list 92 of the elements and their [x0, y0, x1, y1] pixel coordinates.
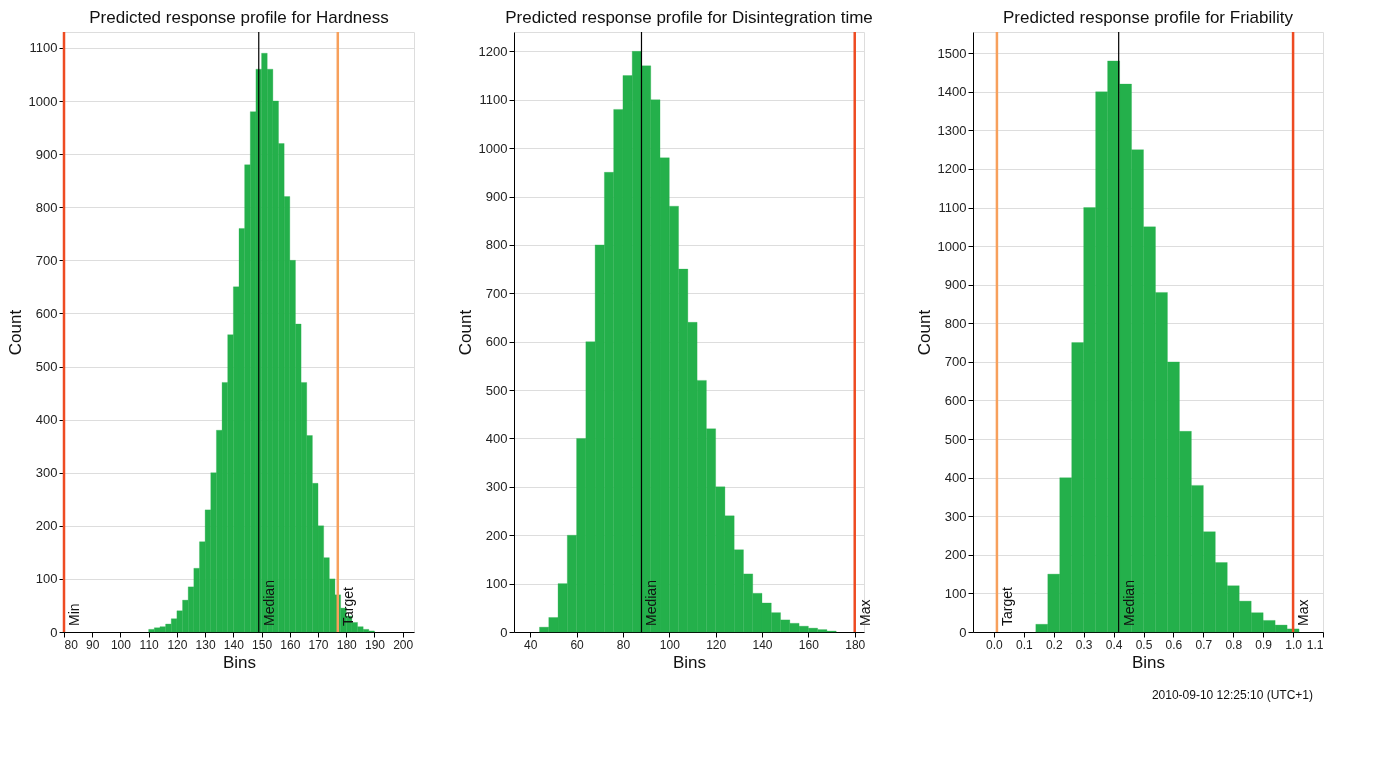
y-axis-title: Count	[914, 309, 934, 356]
y-tick-label: 100	[485, 576, 508, 592]
x-axis-title: Bins	[672, 652, 707, 672]
ref-line-label: Min	[66, 603, 82, 626]
x-tick-label: 100	[110, 637, 132, 652]
y-tick-label: 1100	[29, 40, 58, 56]
y-tick-label: 0	[50, 624, 58, 640]
y-tick-label: 700	[35, 252, 58, 268]
y-tick-label: 600	[944, 392, 967, 408]
chart-title: Predicted response profile for Hardness	[89, 7, 389, 27]
x-tick-label: 90	[86, 637, 100, 652]
x-tick-label: 80	[64, 637, 79, 652]
x-tick-label: 150	[252, 637, 273, 652]
y-tick-label: 200	[485, 527, 508, 543]
y-tick-label: 800	[485, 237, 508, 253]
x-tick-label: 0.6	[1165, 637, 1183, 652]
x-tick-label: 0.1	[1016, 637, 1034, 652]
x-axis-title: Bins	[222, 652, 257, 672]
y-tick-label: 400	[485, 430, 508, 446]
x-tick-label: 0.4	[1105, 637, 1123, 652]
x-tick-label: 0.3	[1075, 637, 1093, 652]
ref-line-label: Target	[998, 586, 1015, 626]
y-tick-label: 300	[944, 508, 967, 524]
x-axis-title: Bins	[1131, 652, 1166, 672]
chart-title: Predicted response profile for Disintegration time	[505, 7, 873, 27]
y-tick-label: 1100	[479, 92, 508, 108]
ref-line-label: Max	[856, 599, 873, 626]
x-tick-label: 60	[570, 637, 585, 652]
y-tick-label: 1000	[937, 238, 967, 254]
x-tick-label: 120	[167, 637, 188, 652]
text: 2010-09-10 12:25:10 (UTC+1)	[1151, 688, 1313, 702]
y-tick-label: 400	[35, 412, 58, 428]
ref-line-label: Target	[339, 586, 356, 626]
y-tick-label: 1200	[478, 43, 508, 59]
y-tick-label: 600	[485, 334, 508, 350]
x-tick-label: 110	[139, 637, 160, 652]
x-tick-label: 160	[798, 637, 820, 652]
x-tick-label: 80	[616, 637, 631, 652]
x-tick-label: 140	[223, 637, 245, 652]
x-tick-label: 0.2	[1045, 637, 1063, 652]
y-tick-label: 600	[35, 305, 58, 321]
x-tick-label: 40	[524, 637, 538, 652]
y-tick-label: 900	[35, 146, 58, 162]
y-axis-title: Count	[5, 309, 25, 356]
y-tick-label: 1100	[938, 200, 967, 216]
y-tick-label: 1000	[478, 140, 508, 156]
y-tick-label: 1300	[937, 122, 967, 138]
x-tick-label: 1.0	[1285, 637, 1303, 652]
x-tick-label: 170	[308, 637, 329, 652]
y-tick-label: 500	[485, 382, 508, 398]
y-tick-label: 200	[35, 518, 58, 534]
y-tick-label: 500	[35, 359, 58, 375]
y-tick-label: 100	[944, 585, 967, 601]
x-tick-label: 0.5	[1135, 637, 1153, 652]
y-tick-label: 200	[944, 547, 967, 563]
y-tick-label: 700	[485, 285, 508, 301]
x-tick-label: 160	[280, 637, 301, 652]
x-tick-label: 180	[845, 637, 866, 652]
x-tick-label: 0.0	[986, 637, 1004, 652]
y-tick-label: 800	[944, 315, 967, 331]
x-tick-label: 0.9	[1255, 637, 1273, 652]
y-tick-label: 1500	[937, 45, 967, 61]
x-tick-label: 190	[364, 637, 386, 652]
x-tick-label: 0.8	[1225, 637, 1243, 652]
y-tick-label: 300	[485, 479, 508, 495]
x-tick-label: 140	[752, 637, 773, 652]
y-tick-label: 700	[944, 354, 967, 370]
y-tick-label: 1000	[28, 93, 58, 109]
ref-line-label: Median	[260, 580, 277, 626]
y-tick-label: 400	[944, 470, 967, 486]
x-tick-label: 1.1	[1306, 637, 1324, 652]
y-tick-label: 0	[500, 624, 508, 640]
y-axis-title: Count	[455, 309, 475, 356]
ref-line-label: Median	[1120, 580, 1137, 626]
y-tick-label: 500	[944, 431, 967, 447]
ref-line-label: Max	[1295, 599, 1312, 626]
y-tick-label: 300	[35, 465, 58, 481]
y-tick-label: 1200	[937, 161, 967, 177]
y-tick-label: 0	[959, 624, 967, 640]
y-tick-label: 100	[35, 571, 58, 587]
y-tick-label: 1400	[937, 84, 967, 100]
y-tick-label: 900	[485, 189, 508, 205]
x-tick-label: 180	[336, 637, 358, 652]
x-tick-label: 100	[659, 637, 681, 652]
ref-line-label: Median	[643, 580, 660, 626]
x-tick-label: 130	[195, 637, 216, 652]
chart-title: Predicted response profile for Friability	[1002, 7, 1294, 27]
x-tick-label: 0.7	[1195, 637, 1213, 652]
x-tick-label: 200	[393, 637, 414, 652]
x-tick-label: 120	[706, 637, 727, 652]
y-tick-label: 800	[35, 199, 58, 215]
y-tick-label: 900	[944, 277, 967, 293]
